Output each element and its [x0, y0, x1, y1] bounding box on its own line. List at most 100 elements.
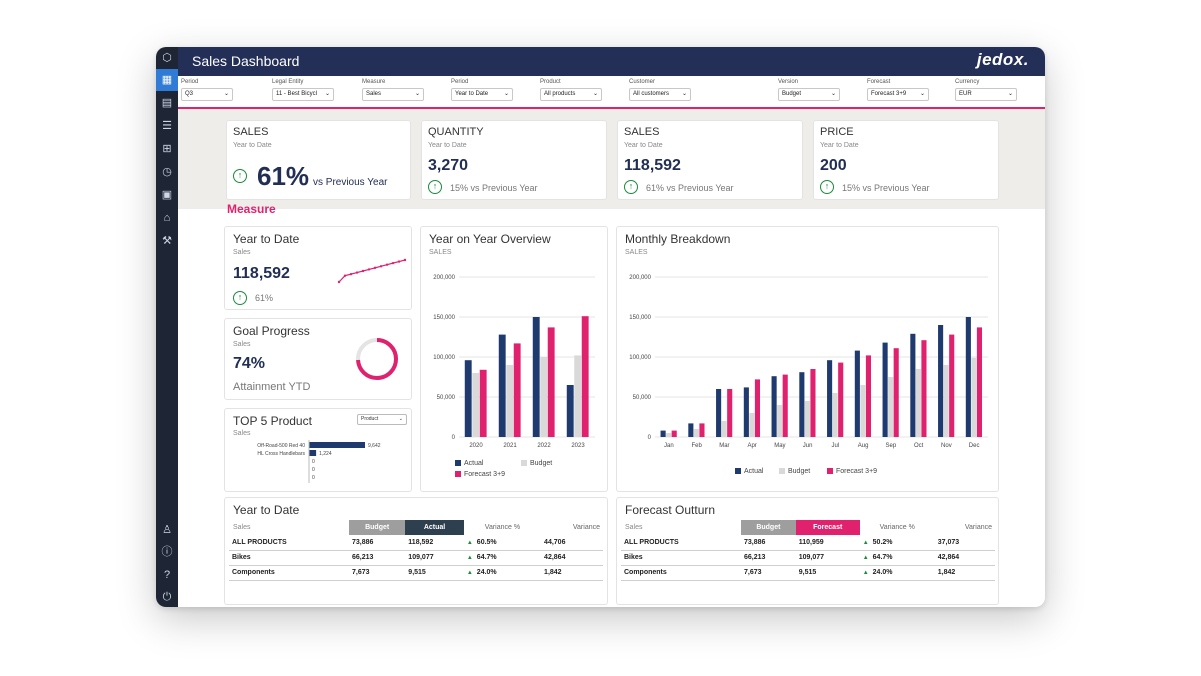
- bar-forecast-3-9-sep[interactable]: [893, 348, 899, 437]
- bar-forecast-3-9-2021[interactable]: [513, 343, 521, 437]
- sparkline-point: [361, 269, 365, 273]
- building-icon[interactable]: ⌂: [163, 212, 171, 224]
- org-icon[interactable]: ⊞: [162, 143, 172, 155]
- bar-budget-jan[interactable]: [666, 433, 672, 437]
- bar-budget-oct[interactable]: [915, 369, 921, 437]
- bar-budget-2021[interactable]: [506, 365, 514, 437]
- variance-pct: 24.0%: [872, 569, 893, 576]
- table-header: Actual: [405, 520, 464, 535]
- filter-dropdown[interactable]: EUR ⌄: [955, 88, 1017, 101]
- filter-dropdown[interactable]: All customers ⌄: [629, 88, 691, 101]
- bar-budget-dec[interactable]: [971, 357, 977, 437]
- bar-forecast-3-9-feb[interactable]: [699, 423, 705, 437]
- bar-budget-may[interactable]: [777, 405, 783, 437]
- legend-budget: Budget: [779, 468, 810, 475]
- timer-icon[interactable]: ◷: [162, 166, 172, 178]
- bar-forecast-3-9-may[interactable]: [782, 374, 788, 437]
- filter-value: 11 - Best Bicycl: [276, 91, 317, 97]
- bar-actual-oct[interactable]: [910, 333, 916, 437]
- bar-actual-apr[interactable]: [743, 387, 749, 437]
- filter-dropdown[interactable]: Sales ⌄: [362, 88, 424, 101]
- bar-actual-2021[interactable]: [498, 334, 506, 437]
- top5-bar[interactable]: [309, 442, 365, 448]
- filter-5: Customer All customers ⌄: [629, 79, 691, 101]
- bar-budget-2020[interactable]: [472, 373, 480, 437]
- goal-caption: Attainment YTD: [233, 381, 311, 393]
- variance-pct: 24.0%: [476, 569, 497, 576]
- help-icon[interactable]: ?: [163, 569, 171, 581]
- bar-budget-mar[interactable]: [721, 421, 727, 437]
- legend-swatch: [455, 471, 461, 478]
- top5-product-select[interactable]: Product ⌄: [357, 414, 407, 425]
- filter-dropdown[interactable]: Forecast 3+9 ⌄: [867, 88, 929, 101]
- wrench-icon[interactable]: ⚒: [162, 235, 172, 247]
- dashboard-icon[interactable]: ▦: [156, 69, 178, 91]
- table-row[interactable]: Components 7,673 9,515 ▲ 24.0% 1,842: [229, 565, 603, 581]
- bar-actual-aug[interactable]: [854, 350, 860, 437]
- x-tick-label: Mar: [719, 443, 729, 449]
- filter-dropdown[interactable]: Q3 ⌄: [181, 88, 233, 101]
- bar-actual-2023[interactable]: [566, 385, 574, 437]
- sparkline-point: [355, 271, 359, 274]
- bar-forecast-3-9-2023[interactable]: [581, 316, 589, 437]
- bar-budget-sep[interactable]: [888, 377, 894, 437]
- table-row[interactable]: ALL PRODUCTS 73,886 110,959 ▲ 50.2% 37,073: [621, 535, 995, 551]
- report-icon[interactable]: ▤: [161, 97, 173, 109]
- bar-actual-2020[interactable]: [464, 360, 472, 437]
- bar-actual-nov[interactable]: [938, 325, 944, 437]
- bar-actual-dec[interactable]: [965, 317, 971, 437]
- briefcase-icon[interactable]: ▣: [161, 189, 173, 201]
- table-row[interactable]: Bikes 66,213 109,077 ▲ 64.7% 42,864: [621, 550, 995, 566]
- table-row[interactable]: ALL PRODUCTS 73,886 118,592 ▲ 60.5% 44,706: [229, 535, 603, 551]
- logo-icon[interactable]: ⬡: [162, 52, 172, 64]
- bar-budget-feb[interactable]: [693, 429, 699, 437]
- bar-budget-2023[interactable]: [574, 355, 582, 437]
- bar-forecast-3-9-aug[interactable]: [865, 355, 872, 437]
- bar-forecast-3-9-jan[interactable]: [671, 430, 677, 437]
- filter-dropdown[interactable]: 11 - Best Bicycl ⌄: [272, 88, 334, 101]
- info-icon[interactable]: ⓘ: [161, 546, 173, 558]
- bar-forecast-3-9-jul[interactable]: [838, 362, 844, 437]
- bar-actual-may[interactable]: [771, 376, 777, 437]
- chevron-down-icon: ⌄: [223, 91, 229, 97]
- monthly-breakdown-card: Monthly Breakdown SALES 200,000 150,000 10…: [616, 226, 999, 492]
- bar-forecast-3-9-oct[interactable]: [921, 340, 927, 437]
- bar-actual-jan[interactable]: [660, 430, 666, 437]
- user-icon[interactable]: ♙: [162, 524, 172, 536]
- y-tick-label: 100,000: [629, 355, 651, 361]
- bar-actual-jun[interactable]: [799, 372, 805, 437]
- table-icon[interactable]: ☰: [162, 120, 172, 132]
- bar-forecast-3-9-jun[interactable]: [810, 369, 816, 437]
- bar-budget-nov[interactable]: [943, 365, 949, 437]
- bar-forecast-3-9-2020[interactable]: [479, 369, 487, 437]
- filter-label: Period: [181, 79, 199, 85]
- legend-label: Actual: [744, 468, 764, 475]
- filter-dropdown[interactable]: Year to Date ⌄: [451, 88, 513, 101]
- bar-budget-jun[interactable]: [804, 401, 810, 437]
- bar-actual-2022[interactable]: [532, 317, 540, 437]
- bar-budget-aug[interactable]: [860, 385, 866, 437]
- table-row[interactable]: Bikes 66,213 109,077 ▲ 64.7% 42,864: [229, 550, 603, 566]
- bar-forecast-3-9-mar[interactable]: [727, 389, 733, 437]
- bar-actual-sep[interactable]: [882, 342, 888, 437]
- jedox-logo: jedox.: [976, 50, 1029, 69]
- filter-dropdown[interactable]: All products ⌄: [540, 88, 602, 101]
- x-tick-label: Apr: [747, 443, 756, 449]
- bar-forecast-3-9-nov[interactable]: [949, 334, 955, 437]
- bar-budget-apr[interactable]: [749, 413, 755, 437]
- table-row[interactable]: Components 7,673 9,515 ▲ 24.0% 1,842: [621, 565, 995, 581]
- table-header: Variance %: [484, 524, 521, 531]
- bar-actual-jul[interactable]: [827, 360, 833, 437]
- power-icon[interactable]: ⏻: [162, 591, 172, 603]
- bar-budget-jul[interactable]: [832, 393, 838, 437]
- top5-bar[interactable]: [309, 450, 317, 456]
- bar-actual-mar[interactable]: [716, 389, 722, 437]
- bar-forecast-3-9-apr[interactable]: [754, 379, 761, 437]
- filter-dropdown[interactable]: Budget ⌄: [778, 88, 840, 101]
- table-cell: 109,077: [405, 550, 464, 566]
- kpi-subtitle: Year to Date: [428, 142, 467, 149]
- bar-forecast-3-9-dec[interactable]: [976, 327, 983, 437]
- bar-actual-feb[interactable]: [688, 423, 694, 437]
- bar-forecast-3-9-2022[interactable]: [547, 327, 555, 437]
- bar-budget-2022[interactable]: [540, 357, 548, 437]
